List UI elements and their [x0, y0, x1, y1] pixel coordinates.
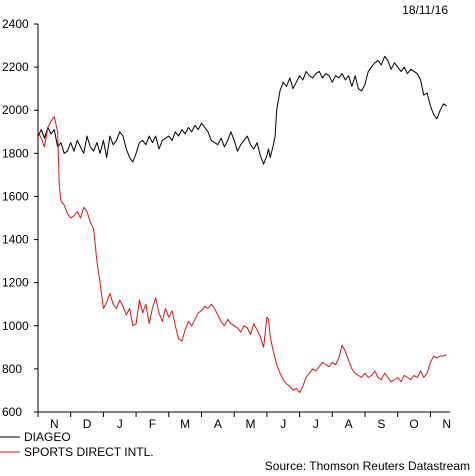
chart-axes	[37, 24, 450, 413]
series-line-sports-direct	[37, 116, 447, 394]
source-label: Source: Thomson Reuters Datastream	[265, 459, 470, 473]
y-tick-label: 1800	[2, 146, 29, 160]
date-label: 18/11/16	[402, 3, 448, 17]
x-tick-label: M	[246, 417, 256, 431]
y-tick-label: 600	[2, 405, 22, 419]
x-tick-label: A	[214, 417, 222, 431]
x-tick-label: N	[50, 417, 59, 431]
x-tick-label: N	[442, 417, 451, 431]
y-tick-label: 1400	[2, 233, 29, 247]
x-tick-label: M	[180, 417, 190, 431]
legend-label: DIAGEO	[24, 430, 71, 444]
y-axis-ticks: 600 800 1000 1200 1400 1600 1800 2000 2200 2400	[2, 17, 38, 419]
y-tick-label: 2400	[2, 17, 29, 31]
x-tick-label: D	[83, 417, 92, 431]
x-tick-label: J	[117, 417, 123, 431]
y-tick-label: 2200	[2, 60, 29, 74]
y-tick-label: 2000	[2, 103, 29, 117]
x-tick-label: O	[409, 417, 418, 431]
y-tick-label: 1200	[2, 276, 29, 290]
x-tick-label: J	[280, 417, 286, 431]
x-tick-label: S	[377, 417, 385, 431]
x-tick-label: F	[149, 417, 156, 431]
series-lines	[37, 55, 447, 394]
y-tick-label: 1600	[2, 189, 29, 203]
x-tick-label: J	[313, 417, 319, 431]
series-line-diageo	[37, 55, 447, 165]
legend-label: SPORTS DIRECT INTL.	[24, 445, 154, 459]
x-tick-label: A	[345, 417, 353, 431]
y-tick-label: 800	[2, 362, 22, 376]
y-tick-label: 1000	[2, 319, 29, 333]
